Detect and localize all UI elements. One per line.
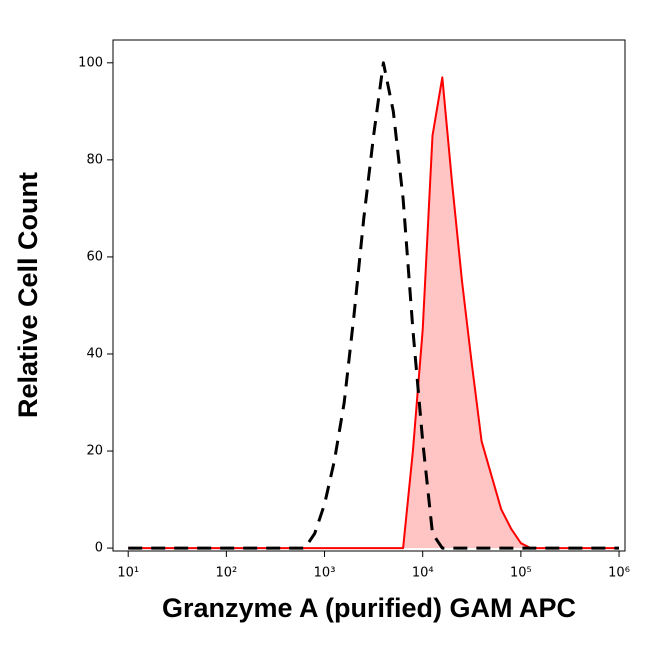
line (128, 61, 619, 550)
y-axis-label: Relative Cell Count (13, 172, 43, 418)
x-tick-label: 10² (215, 566, 237, 581)
y-tick-label: 0 (95, 541, 103, 556)
x-tick-label: 10³ (314, 566, 336, 581)
x-tick-label: 10⁶ (608, 566, 630, 581)
y-tick-label: 60 (86, 249, 103, 264)
plot-frame (112, 39, 626, 552)
x-axis-label: Granzyme A (purified) GAM APC (162, 593, 576, 623)
x-tick-label: 10⁵ (510, 566, 532, 581)
y-tick-label: 80 (86, 152, 103, 167)
y-tick-label: 20 (86, 444, 103, 459)
x-tick-label: 10¹ (117, 566, 139, 581)
y-tick-label: 100 (78, 55, 103, 70)
x-tick-label: 10⁴ (412, 566, 434, 581)
y-tick-label: 40 (86, 346, 103, 361)
